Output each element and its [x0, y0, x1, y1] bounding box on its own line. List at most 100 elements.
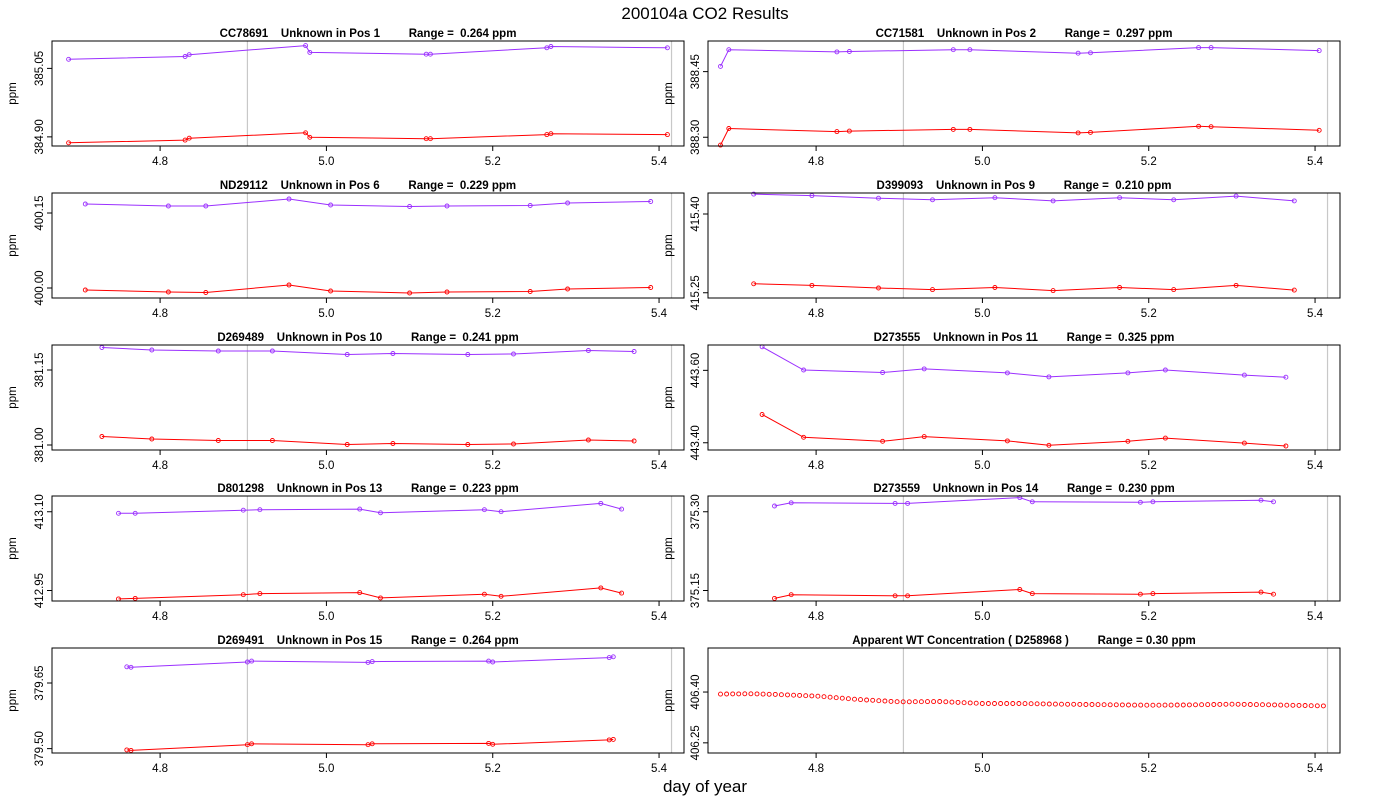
data-point-lower	[1291, 287, 1297, 293]
series-line-upper	[753, 193, 1295, 202]
data-point-WT	[1071, 701, 1077, 707]
panel-2: CC71581 Unknown in Pos 2 Range = 0.297 p…	[663, 28, 1341, 168]
data-point-upper	[1029, 499, 1035, 505]
data-point-lower	[751, 281, 757, 287]
data-point-WT	[925, 699, 930, 705]
y-tick-label: 375.30	[690, 494, 702, 529]
data-point-WT	[870, 697, 876, 703]
x-tick-label: 4.8	[152, 156, 168, 168]
x-tick-label: 4.8	[808, 156, 824, 168]
panel-7: D801298 Unknown in Pos 13 Range = 0.223 …	[7, 483, 685, 623]
data-point-WT	[1113, 702, 1119, 708]
data-point-upper	[1050, 198, 1056, 204]
data-point-lower	[1150, 591, 1156, 597]
data-point-upper	[328, 202, 334, 208]
data-point-WT	[1278, 702, 1284, 708]
x-tick-label: 5.0	[318, 156, 334, 168]
data-point-lower	[99, 434, 105, 439]
data-point-upper	[116, 510, 121, 516]
data-point-WT	[876, 698, 882, 704]
data-point-lower	[511, 441, 516, 447]
plot-frame	[707, 192, 1341, 299]
data-point-WT	[1052, 701, 1058, 707]
panel-3: ND29112 Unknown in Pos 6 Range = 0.229 p…	[7, 180, 685, 320]
data-point-upper	[1291, 198, 1297, 204]
data-point-lower	[269, 438, 275, 443]
data-point-WT	[839, 695, 845, 701]
panels: CC78691 Unknown in Pos 1 Range = 0.264 p…	[7, 28, 1341, 775]
x-tick-label: 5.2	[1141, 156, 1157, 168]
x-tick-label: 4.8	[152, 460, 168, 472]
data-point-lower	[610, 736, 616, 742]
y-axis-label: ppm	[663, 537, 675, 559]
data-point-WT	[1107, 702, 1113, 708]
x-tick-label: 5.4	[1307, 308, 1324, 320]
data-point-WT	[955, 699, 961, 705]
data-point-lower	[498, 593, 504, 599]
data-point-lower	[465, 442, 471, 447]
data-point-lower	[967, 126, 973, 132]
data-point-upper	[809, 193, 815, 199]
data-point-upper	[1171, 197, 1177, 203]
data-point-WT	[1320, 703, 1326, 709]
plot-frame	[51, 192, 685, 299]
data-point-WT	[815, 693, 821, 699]
data-point-upper	[772, 503, 777, 509]
series-line-lower	[761, 414, 1286, 447]
plot-frame	[707, 647, 1341, 754]
x-tick-label: 4.8	[808, 460, 824, 472]
data-point-upper	[249, 658, 255, 664]
data-point-lower	[1271, 591, 1276, 597]
data-point-upper	[427, 51, 433, 57]
data-point-WT	[1186, 702, 1192, 708]
x-tick-label: 5.0	[318, 763, 334, 775]
data-point-WT	[973, 700, 979, 706]
data-point-lower	[328, 288, 334, 294]
x-tick-label: 5.2	[485, 308, 501, 320]
data-point-WT	[1083, 702, 1089, 707]
x-tick-label: 5.4	[651, 460, 668, 472]
data-point-WT	[1138, 702, 1144, 708]
data-point-WT	[772, 691, 778, 697]
data-point-WT	[1028, 701, 1034, 707]
series-line-lower	[68, 132, 668, 144]
panel-title: D273559 Unknown in Pos 14 Range = 0.230 …	[873, 483, 1174, 495]
data-point-lower	[165, 289, 171, 295]
x-tick-label: 5.2	[1141, 460, 1157, 472]
y-tick-label: 406.25	[690, 725, 702, 760]
data-point-lower	[240, 592, 246, 598]
y-tick-label: 379.65	[34, 665, 46, 700]
data-point-lower	[1241, 440, 1247, 446]
data-point-lower	[1196, 123, 1202, 129]
data-point-upper	[1046, 374, 1052, 380]
data-point-upper	[257, 507, 263, 513]
data-point-upper	[498, 509, 504, 515]
data-point-WT	[1016, 701, 1022, 706]
data-point-WT	[833, 695, 839, 701]
y-axis-label: ppm	[7, 82, 19, 104]
data-point-WT	[1308, 703, 1314, 709]
data-point-lower	[286, 282, 292, 288]
data-point-lower	[307, 134, 313, 140]
data-point-lower	[1004, 438, 1010, 444]
data-point-WT	[1077, 701, 1083, 707]
data-point-upper	[82, 201, 88, 207]
x-tick-label: 5.0	[974, 611, 990, 623]
x-tick-label: 5.4	[1307, 611, 1324, 623]
data-point-upper	[565, 200, 571, 206]
data-point-lower	[1208, 124, 1214, 130]
series-line-upper	[101, 347, 635, 356]
x-tick-label: 5.2	[485, 763, 501, 775]
x-tick-label: 5.2	[485, 460, 501, 472]
y-tick-label: 375.15	[690, 573, 702, 608]
x-tick-label: 5.4	[1307, 763, 1324, 775]
x-tick-label: 5.2	[1141, 308, 1157, 320]
data-point-upper	[369, 659, 375, 665]
data-point-upper	[182, 54, 188, 59]
x-tick-label: 5.4	[651, 763, 668, 775]
data-point-lower	[905, 593, 911, 599]
plot-frame	[51, 40, 685, 147]
data-point-WT	[1180, 702, 1186, 708]
data-point-WT	[760, 691, 766, 697]
data-point-WT	[766, 691, 772, 697]
